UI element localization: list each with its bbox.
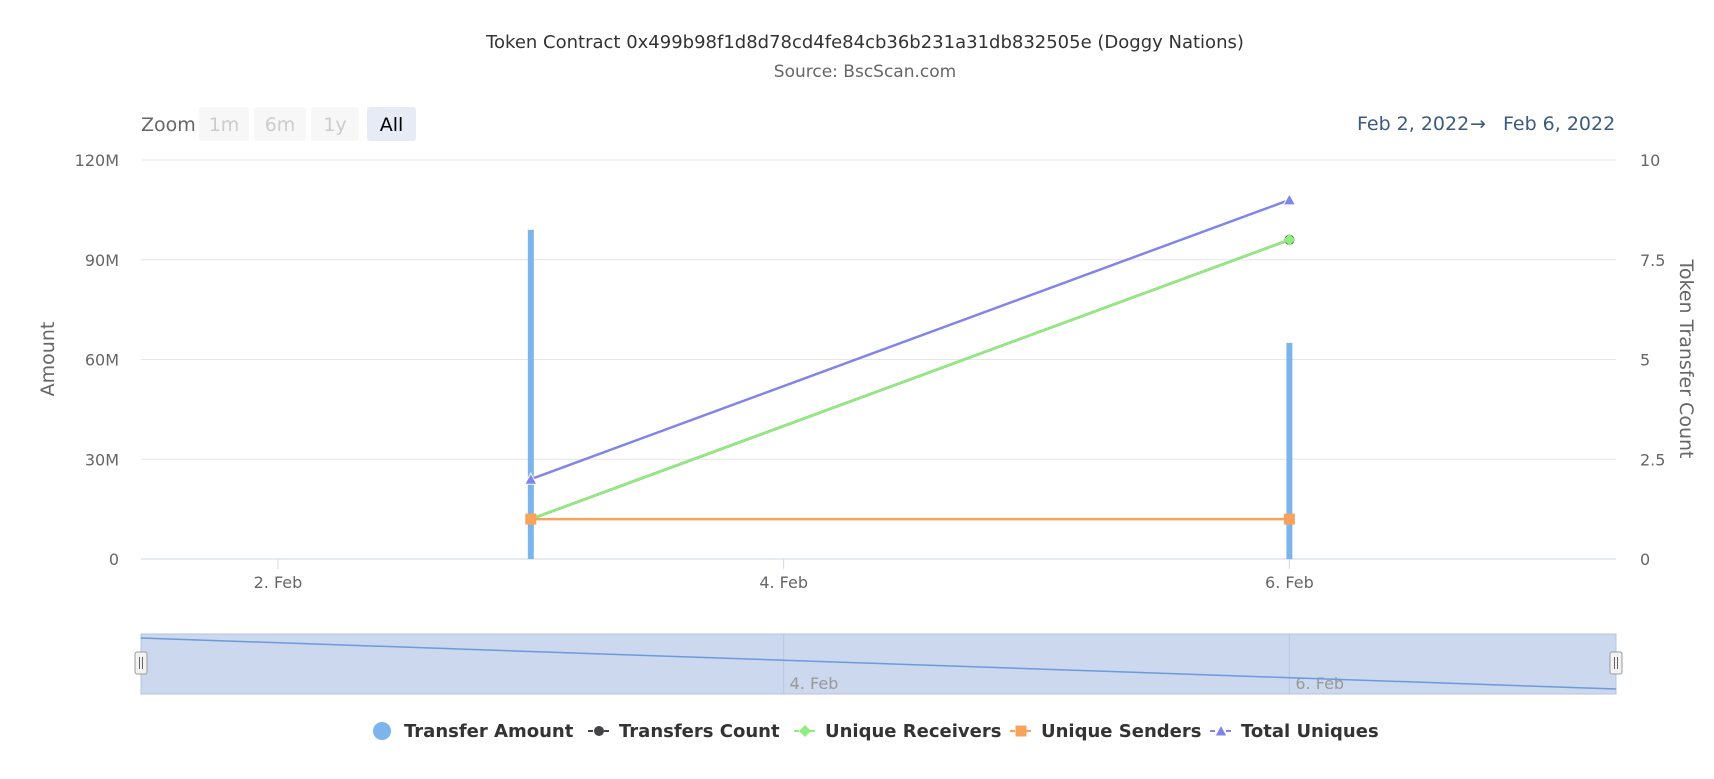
chart-subtitle: Source: BscScan.com <box>774 62 956 82</box>
zoom-button-6m[interactable]: 6m <box>254 107 306 141</box>
series-transfer-amount <box>527 229 1293 559</box>
navigator-handle-left[interactable] <box>134 651 148 675</box>
range-from-date[interactable]: Feb 2, 2022 <box>1357 113 1469 135</box>
point-unique-receivers[interactable] <box>1283 233 1296 246</box>
zoom-button-bg <box>311 107 359 141</box>
series-unique-senders <box>525 513 1295 525</box>
zoom-button-label: 6m <box>265 114 296 136</box>
y-right-tick-label: 2.5 <box>1640 450 1665 469</box>
legend: Transfer Amount Transfers Count Unique Rec… <box>373 721 1379 742</box>
legend-symbol <box>373 722 391 740</box>
legend-item-transfer-amount[interactable]: Transfer Amount <box>373 721 574 742</box>
x-tick-label: 2. Feb <box>254 573 303 592</box>
y-left-tick-label: 0 <box>109 550 119 569</box>
navigator-tick-label: 4. Feb <box>790 674 839 693</box>
chart-title: Token Contract 0x499b98f1d8d78cd4fe84cb3… <box>485 32 1244 53</box>
legend-label: Unique Senders <box>1041 721 1201 742</box>
point-total-uniques[interactable] <box>523 472 538 485</box>
series-total-uniques <box>523 192 1297 485</box>
legend-label: Transfers Count <box>619 721 780 742</box>
zoom-button-bg <box>254 107 306 141</box>
point-unique-senders[interactable] <box>1283 513 1295 525</box>
legend-label: Unique Receivers <box>825 721 1001 742</box>
zoom-button-1m[interactable]: 1m <box>199 107 249 141</box>
zoom-button-label: 1y <box>323 114 346 136</box>
legend-label: Total Uniques <box>1241 721 1379 742</box>
bar-transfer-amount[interactable] <box>527 229 534 559</box>
zoom-label: Zoom <box>141 114 196 136</box>
legend-item-transfers-count[interactable]: Transfers Count <box>588 721 780 742</box>
y-left-tick-label: 60M <box>85 351 119 370</box>
y-axis-right: Token Transfer Count 0 2.5 5 7.5 10 <box>1640 151 1697 569</box>
zoom-button-1y[interactable]: 1y <box>311 107 359 141</box>
legend-label: Transfer Amount <box>404 721 574 742</box>
range-to-date[interactable]: Feb 6, 2022 <box>1503 113 1615 135</box>
legend-item-unique-senders[interactable]: Unique Senders <box>1010 721 1201 742</box>
x-tick-label: 6. Feb <box>1265 573 1314 592</box>
y-right-tick-label: 10 <box>1640 151 1660 170</box>
grid-lines <box>141 159 1616 560</box>
navigator-series-line <box>140 637 1617 690</box>
legend-symbol[interactable] <box>594 726 604 736</box>
y-axis-left-title: Amount <box>37 322 59 397</box>
y-left-tick-label: 30M <box>85 450 119 469</box>
x-axis: 2. Feb 4. Feb 6. Feb <box>254 559 1314 592</box>
date-range: Feb 2, 2022 → Feb 6, 2022 <box>1357 113 1615 135</box>
zoom-button-label: 1m <box>209 114 240 136</box>
point-total-uniques[interactable] <box>1282 192 1297 206</box>
legend-item-total-uniques[interactable]: Total Uniques <box>1210 721 1379 742</box>
legend-item-unique-receivers[interactable]: Unique Receivers <box>794 721 1001 742</box>
zoom-button-label: All <box>380 114 404 136</box>
zoom-button-all[interactable]: All <box>367 107 416 141</box>
y-right-tick-label: 5 <box>1640 351 1650 370</box>
line-unique-receivers[interactable] <box>530 238 1290 521</box>
y-axis-left: Amount 0 30M 60M 90M 120M <box>37 151 119 569</box>
y-axis-right-title: Token Transfer Count <box>1675 259 1697 459</box>
y-left-tick-label: 120M <box>75 151 119 170</box>
y-right-tick-label: 0 <box>1640 550 1650 569</box>
navigator[interactable]: 4. Feb 6. Feb <box>134 633 1623 695</box>
legend-symbol[interactable] <box>1015 725 1027 737</box>
handle-body <box>1609 651 1623 675</box>
zoom-button-bg <box>199 107 249 141</box>
legend-symbol[interactable] <box>799 725 811 737</box>
zoom-controls: Zoom 1m 6m 1y All <box>141 107 416 141</box>
y-right-tick-label: 7.5 <box>1640 251 1665 270</box>
range-arrow: → <box>1470 113 1486 135</box>
handle-body <box>134 651 148 675</box>
chart-header: Token Contract 0x499b98f1d8d78cd4fe84cb3… <box>485 32 1244 82</box>
y-left-tick-label: 90M <box>85 251 119 270</box>
line-total-uniques[interactable] <box>530 198 1290 481</box>
plot-series <box>523 192 1297 559</box>
zoom-button-bg <box>367 107 416 141</box>
legend-symbol[interactable] <box>1214 723 1228 737</box>
navigator-tick-label: 6. Feb <box>1295 674 1344 693</box>
series-unique-receivers <box>524 233 1296 526</box>
navigator-handle-right[interactable] <box>1609 651 1623 675</box>
bar-transfer-amount[interactable] <box>1286 342 1293 559</box>
point-unique-senders[interactable] <box>525 513 537 525</box>
x-tick-label: 4. Feb <box>759 573 808 592</box>
